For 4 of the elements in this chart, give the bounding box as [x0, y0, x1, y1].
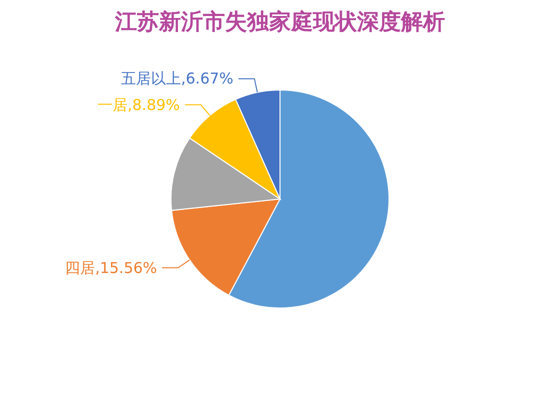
- slice-label: 五居以上,6.67%: [120, 70, 234, 88]
- chart-title: 江苏新沂市失独家庭现状深度解析: [114, 9, 445, 35]
- slice-label: 一居,8.89%: [98, 96, 180, 114]
- slice-label: 四居,15.56%: [65, 258, 158, 277]
